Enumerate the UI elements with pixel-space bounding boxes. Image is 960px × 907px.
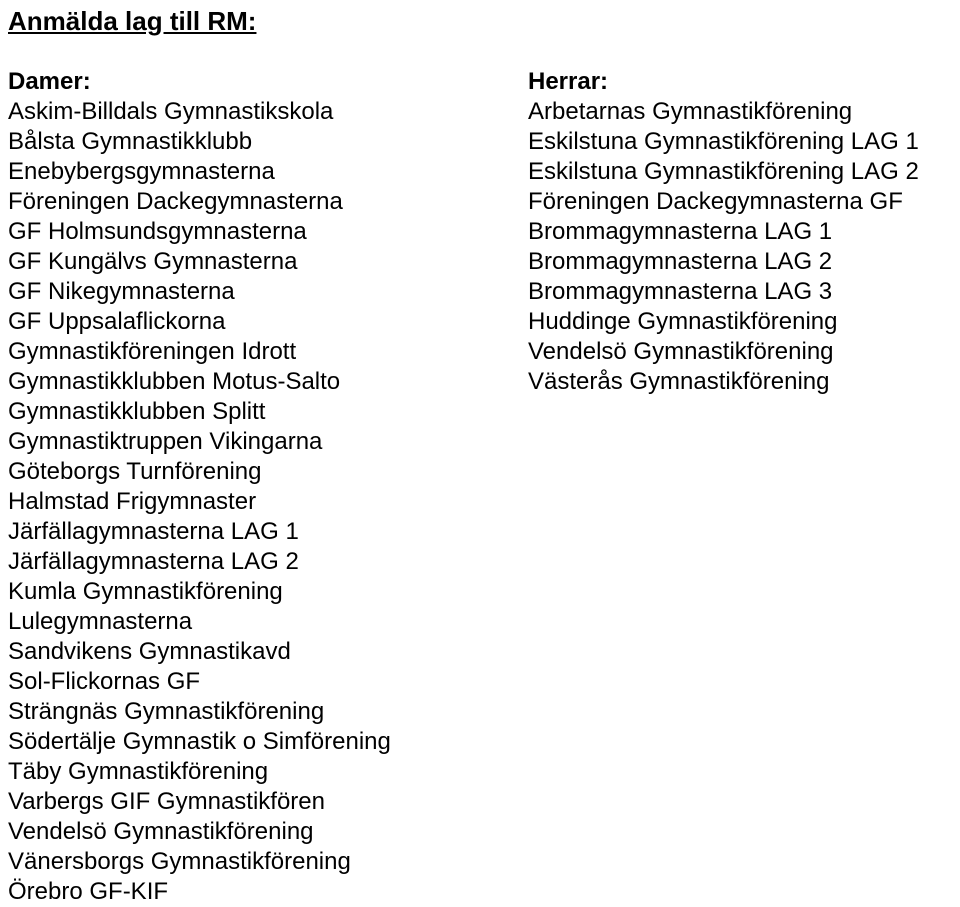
list-item: Sol-Flickornas GF <box>8 667 488 697</box>
list-item: Vendelsö Gymnastikförening <box>528 337 952 367</box>
list-item: GF Holmsundsgymnasterna <box>8 217 488 247</box>
list-item: Gymnastikklubben Splitt <box>8 397 488 427</box>
list-item: Brommagymnasterna LAG 1 <box>528 217 952 247</box>
list-item: Varbergs GIF Gymnastikfören <box>8 787 488 817</box>
list-item: Örebro GF-KIF <box>8 877 488 907</box>
list-item: Strängnäs Gymnastikförening <box>8 697 488 727</box>
list-item: Gymnastiktruppen Vikingarna <box>8 427 488 457</box>
list-item: Gymnastikklubben Motus-Salto <box>8 367 488 397</box>
list-item: Södertälje Gymnastik o Simförening <box>8 727 488 757</box>
list-item: Västerås Gymnastikförening <box>528 367 952 397</box>
damer-list: Askim-Billdals GymnastikskolaBålsta Gymn… <box>8 97 488 907</box>
list-item: Enebybergsgymnasterna <box>8 157 488 187</box>
list-item: Järfällagymnasterna LAG 1 <box>8 517 488 547</box>
herrar-list: Arbetarnas GymnastikföreningEskilstuna G… <box>528 97 952 397</box>
list-item: Sandvikens Gymnastikavd <box>8 637 488 667</box>
list-item: Vendelsö Gymnastikförening <box>8 817 488 847</box>
list-item: Kumla Gymnastikförening <box>8 577 488 607</box>
list-item: Eskilstuna Gymnastikförening LAG 2 <box>528 157 952 187</box>
list-item: Arbetarnas Gymnastikförening <box>528 97 952 127</box>
list-item: GF Kungälvs Gymnasterna <box>8 247 488 277</box>
list-item: Brommagymnasterna LAG 3 <box>528 277 952 307</box>
list-item: GF Nikegymnasterna <box>8 277 488 307</box>
right-column: Herrar: Arbetarnas GymnastikföreningEski… <box>528 67 952 907</box>
herrar-heading: Herrar: <box>528 67 952 97</box>
list-item: Eskilstuna Gymnastikförening LAG 1 <box>528 127 952 157</box>
columns-container: Damer: Askim-Billdals GymnastikskolaBåls… <box>8 67 952 907</box>
list-item: Lulegymnasterna <box>8 607 488 637</box>
list-item: Göteborgs Turnförening <box>8 457 488 487</box>
list-item: Föreningen Dackegymnasterna GF <box>528 187 952 217</box>
list-item: Täby Gymnastikförening <box>8 757 488 787</box>
list-item: Bålsta Gymnastikklubb <box>8 127 488 157</box>
list-item: Brommagymnasterna LAG 2 <box>528 247 952 277</box>
list-item: Vänersborgs Gymnastikförening <box>8 847 488 877</box>
list-item: Järfällagymnasterna LAG 2 <box>8 547 488 577</box>
list-item: Föreningen Dackegymnasterna <box>8 187 488 217</box>
list-item: GF Uppsalaflickorna <box>8 307 488 337</box>
list-item: Askim-Billdals Gymnastikskola <box>8 97 488 127</box>
list-item: Halmstad Frigymnaster <box>8 487 488 517</box>
left-column: Damer: Askim-Billdals GymnastikskolaBåls… <box>8 67 488 907</box>
page-title: Anmälda lag till RM: <box>8 6 952 37</box>
list-item: Huddinge Gymnastikförening <box>528 307 952 337</box>
damer-heading: Damer: <box>8 67 488 97</box>
list-item: Gymnastikföreningen Idrott <box>8 337 488 367</box>
